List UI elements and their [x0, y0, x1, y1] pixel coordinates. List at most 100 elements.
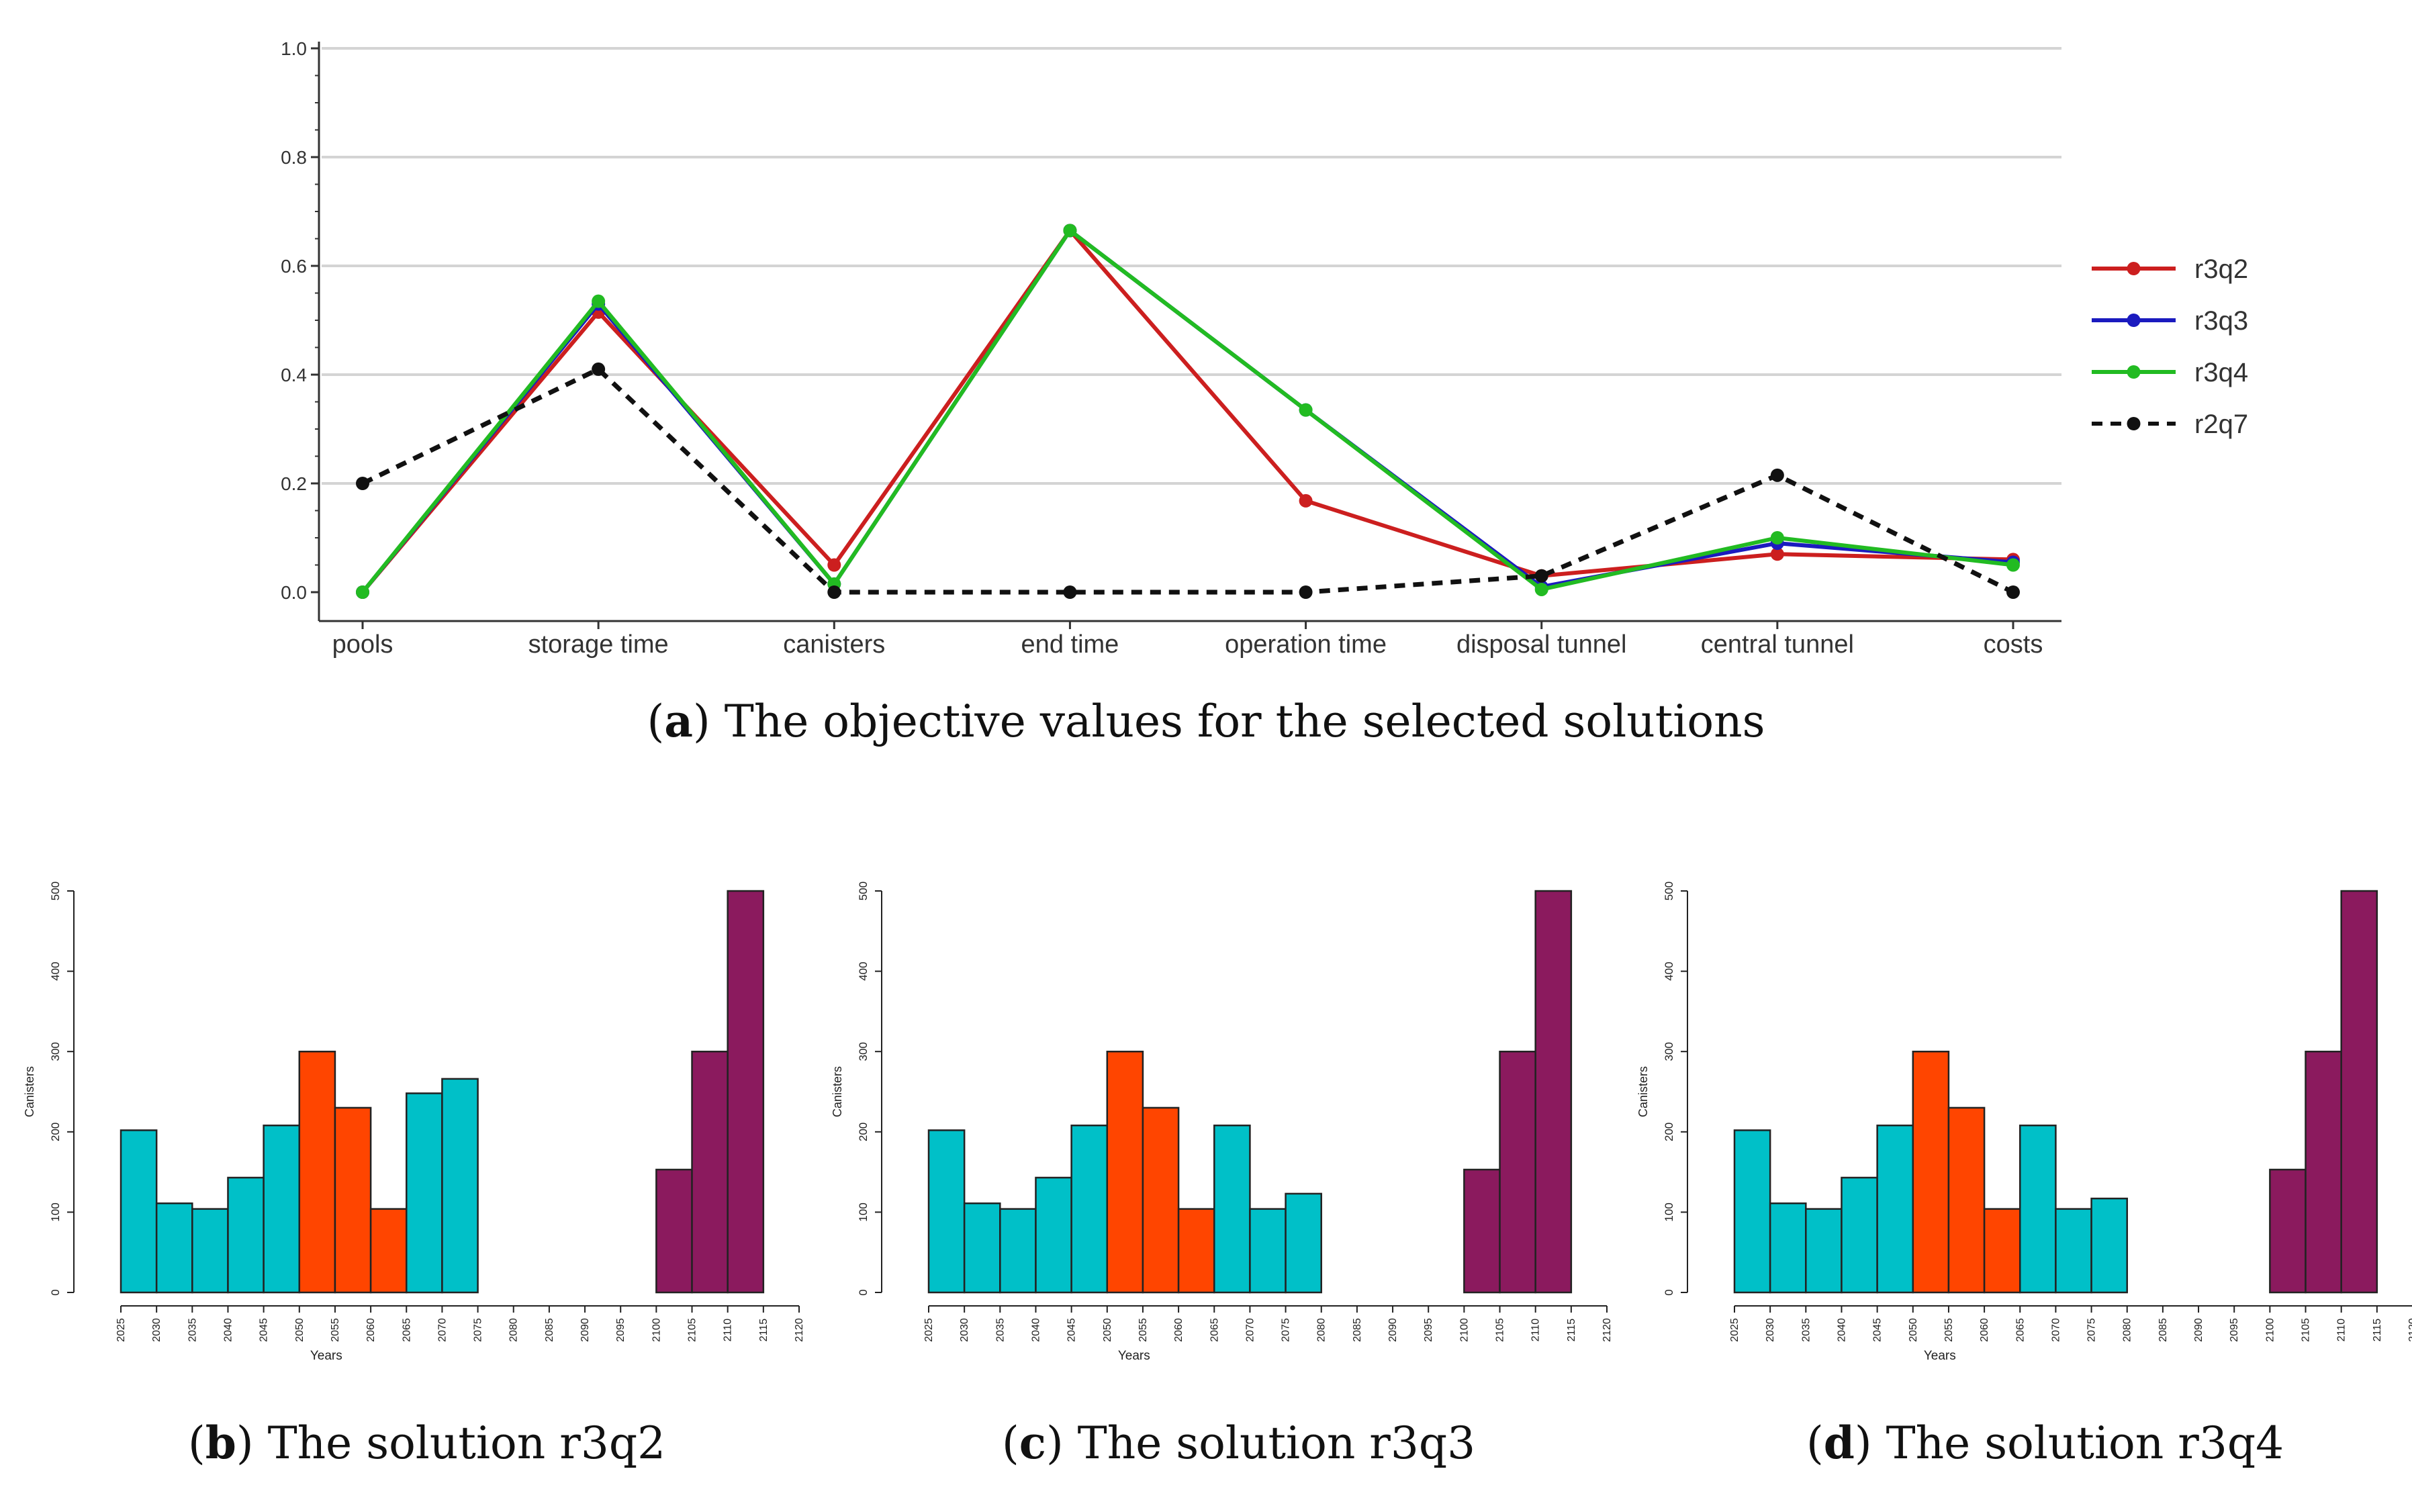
x-tick-label: 2080 [2122, 1318, 2133, 1342]
histogram-bar [2305, 1050, 2342, 1294]
histogram-bar [1142, 1106, 1180, 1294]
x-tick-label: 2090 [2193, 1318, 2205, 1342]
histogram-bar [1285, 1192, 1322, 1294]
y-tick-label: 0.2 [281, 473, 307, 494]
legend-marker-r3q4 [2127, 365, 2141, 379]
histogram-bar [999, 1208, 1037, 1294]
histogram-bar [1769, 1202, 1807, 1294]
data-point-r3q4 [2006, 558, 2020, 572]
histogram-bar [727, 890, 765, 1294]
histogram-bar [1106, 1050, 1144, 1294]
histogram-bar [691, 1050, 729, 1294]
histogram-bar [1534, 890, 1573, 1294]
y-axis-label: Canisters [831, 1066, 844, 1117]
y-tick-label: 500 [1663, 882, 1675, 900]
x-tick-label: 2095 [2229, 1318, 2240, 1342]
x-tick-label: operation time [1225, 630, 1387, 659]
histogram-bar [406, 1092, 443, 1294]
x-tick-label: 2080 [508, 1318, 520, 1342]
histogram-bar [1249, 1208, 1287, 1294]
y-tick-label: 0 [1663, 1289, 1675, 1295]
y-axis-label: Canisters [23, 1066, 36, 1117]
histogram-bar [1070, 1124, 1109, 1294]
x-tick-label: disposal tunnel [1456, 630, 1627, 659]
data-point-r3q4 [1770, 531, 1784, 545]
x-tick-label: 2070 [1244, 1318, 1256, 1342]
x-tick-label: canisters [783, 630, 885, 659]
data-point-r2q7 [592, 362, 606, 376]
legend-marker-r3q3 [2127, 314, 2141, 327]
x-tick-label: 2050 [1102, 1318, 1113, 1342]
histogram-r3q4: 0 100 200 300 400 500 Canisters 2025 2030 2035 204… [1636, 882, 2412, 1363]
data-point-r2q7 [1063, 585, 1077, 599]
histogram-bar [655, 1168, 693, 1294]
legend-label-r3q4: r3q4 [2194, 358, 2248, 387]
histogram-bar [1035, 1176, 1072, 1294]
x-tick-label: 2040 [1030, 1318, 1041, 1342]
x-tick-label: 2030 [151, 1318, 163, 1342]
histogram-r3q2: 0 100 200 300 400 500 Canisters 2025 2030 2035 204… [23, 882, 805, 1363]
histogram-bar [120, 1129, 158, 1294]
x-tick-label: 2045 [259, 1318, 270, 1342]
series-line-r3q2 [361, 227, 2014, 594]
y-tick-label: 500 [857, 882, 870, 900]
x-tick-label: 2025 [115, 1318, 127, 1342]
x-tick-label: storage time [528, 630, 669, 659]
data-point-r3q4 [1299, 403, 1313, 417]
histogram-bar [927, 1129, 966, 1294]
y-tick-label: 200 [49, 1123, 62, 1141]
x-tick-label: 2060 [1173, 1318, 1185, 1342]
histogram-bar [2340, 890, 2378, 1294]
histogram-bar [2090, 1197, 2128, 1294]
y-tick-label: 0.8 [281, 147, 307, 168]
data-point-r2q7 [1770, 468, 1784, 482]
legend-marker-r3q2 [2127, 262, 2141, 275]
x-tick-label: 2080 [1316, 1318, 1328, 1342]
data-point-r2q7 [356, 477, 369, 490]
x-tick-label: 2025 [923, 1318, 935, 1342]
data-point-r3q2 [1770, 547, 1784, 561]
caption-b: (b) The solution r3q2 [188, 1417, 666, 1469]
y-tick-label: 300 [857, 1042, 870, 1061]
series-line-r3q4 [361, 228, 2014, 594]
histogram-bar [1805, 1208, 1843, 1294]
histogram-bar [2269, 1168, 2307, 1294]
histogram-bar [1177, 1208, 1215, 1294]
data-point-r2q7 [2006, 585, 2020, 599]
y-tick-label: 300 [1663, 1042, 1675, 1061]
y-tick-label: 300 [49, 1042, 62, 1061]
histogram-bar [298, 1050, 336, 1294]
x-tick-label: 2085 [544, 1318, 555, 1342]
histogram-bar [1947, 1106, 1986, 1294]
y-tick-label: 1.0 [281, 38, 307, 59]
data-point-r2q7 [1299, 585, 1313, 599]
data-point-r3q4 [356, 585, 369, 599]
x-axis-label: Years [1924, 1349, 1956, 1363]
histogram-bar [227, 1176, 265, 1294]
caption-d: (d) The solution r3q4 [1806, 1417, 2284, 1469]
histogram-bar [2019, 1124, 2057, 1294]
legend-label-r3q2: r3q2 [2194, 254, 2248, 284]
data-point-r2q7 [827, 585, 841, 599]
x-tick-label: 2070 [436, 1318, 448, 1342]
x-tick-label: 2075 [1281, 1318, 1292, 1342]
y-tick-label: 400 [49, 961, 62, 980]
x-tick-label: 2095 [615, 1318, 627, 1342]
series-line-r2q7 [361, 366, 2014, 595]
x-tick-label: 2030 [959, 1318, 970, 1342]
x-tick-label: 2055 [1943, 1318, 1955, 1342]
x-tick-label: costs [1984, 630, 2043, 659]
y-tick-label: 0 [857, 1289, 870, 1295]
y-tick-label: 100 [49, 1202, 62, 1221]
histogram-bar [1983, 1208, 2021, 1294]
x-tick-label: 2060 [365, 1318, 377, 1342]
x-tick-label: 2030 [1765, 1318, 1776, 1342]
y-axis-label: Canisters [1636, 1066, 1650, 1117]
data-point-r3q4 [592, 294, 606, 308]
y-tick-label: 0.6 [281, 256, 307, 277]
data-point-r2q7 [1534, 569, 1548, 583]
caption-c: (c) The solution r3q3 [1002, 1417, 1476, 1469]
y-tick-label: 500 [49, 882, 62, 900]
x-tick-label: 2115 [1566, 1319, 1577, 1342]
